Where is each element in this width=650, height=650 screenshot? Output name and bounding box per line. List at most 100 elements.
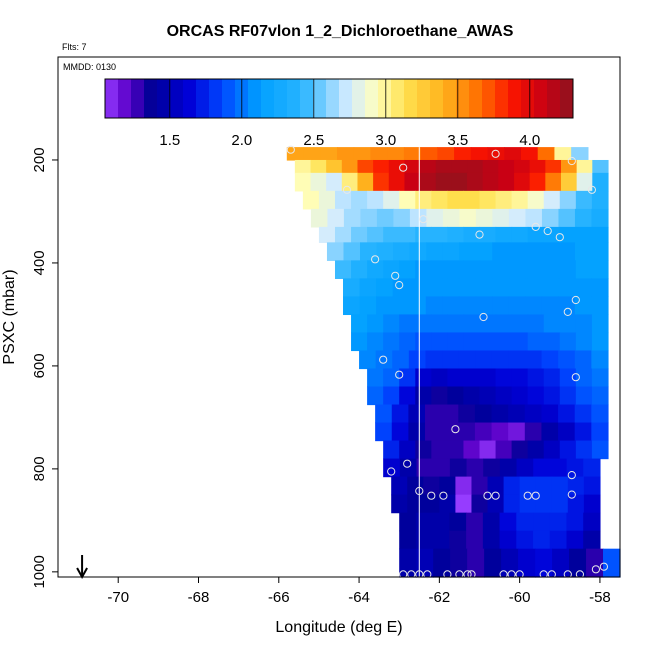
colorbar-segment-35 — [560, 79, 574, 118]
heatmap-cell-10-9 — [495, 314, 513, 334]
heatmap-cell-19-6 — [487, 476, 505, 496]
heatmap-cell-11-11 — [527, 332, 545, 352]
heatmap-cell-17-13 — [591, 440, 609, 460]
heatmap-cell-0-11 — [470, 147, 489, 161]
heatmap-cell-1-15 — [529, 159, 546, 174]
heatmap-cell-20-5 — [471, 494, 489, 514]
sample-point-8 — [531, 222, 540, 231]
heatmap-cell-6-2 — [360, 242, 378, 261]
heatmap-cell-16-13 — [591, 422, 609, 442]
heatmap-cell-11-9 — [495, 332, 513, 352]
y-axis-label: PSXC (mbar) — [1, 269, 18, 364]
heatmap-cell-18-9 — [533, 458, 551, 478]
colorbar-segment-30 — [495, 79, 509, 118]
heatmap-cell-22-6 — [499, 530, 517, 550]
heatmap-cell-6-0 — [326, 242, 345, 261]
heatmap-cell-6-11 — [508, 242, 526, 261]
heatmap-cell-3-16 — [559, 190, 577, 210]
heatmap-cell-1-18 — [576, 159, 593, 174]
y-tick-label: 800 — [31, 456, 48, 481]
heatmap-cell-21-1 — [415, 512, 434, 532]
heatmap-cell-11-3 — [399, 332, 416, 352]
heatmap-cell-12-2 — [392, 350, 410, 370]
colorbar-tick-label: 3.5 — [447, 132, 468, 149]
heatmap-cell-16-10 — [541, 422, 559, 442]
x-tick-label: -58 — [589, 589, 611, 606]
heatmap-cell-19-8 — [519, 476, 537, 496]
heatmap-cell-4-5 — [393, 208, 411, 228]
heatmap-cell-5-6 — [415, 226, 432, 243]
heatmap-cell-13-11 — [543, 368, 561, 388]
sample-point-46 — [575, 570, 585, 579]
heatmap-cell-9-2 — [376, 296, 394, 316]
heatmap-cell-8-15 — [591, 278, 609, 298]
heatmap-cell-11-1 — [367, 332, 384, 352]
heatmap-cell-11-13 — [559, 332, 577, 352]
heatmap-cell-5-4 — [383, 226, 400, 243]
heatmap-cell-18-10 — [549, 458, 568, 478]
heatmap-cell-16-9 — [524, 422, 543, 442]
heatmap-cell-16-11 — [558, 422, 576, 442]
colorbar-segment-21 — [378, 79, 392, 118]
colorbar-tick-label: 2.5 — [303, 132, 324, 149]
heatmap-cell-20-7 — [503, 494, 521, 514]
heatmap-cell-8-9 — [492, 278, 510, 298]
colorbar-frame — [104, 78, 574, 119]
heatmap-cell-7-0 — [334, 260, 352, 279]
heatmap-cell-20-8 — [519, 494, 537, 514]
heatmap-cell-22-7 — [516, 530, 534, 550]
sample-point-32 — [399, 570, 408, 579]
heatmap-cell-0-9 — [437, 147, 455, 161]
heatmap-cell-15-7 — [491, 404, 509, 424]
y-axis: 200 400 600 800 1000 — [31, 147, 58, 589]
heatmap-cell-7-10 — [495, 260, 513, 279]
heatmap-cell-0-6 — [387, 147, 405, 161]
heatmap-cell-1-16 — [545, 159, 562, 174]
sample-point-12 — [391, 271, 400, 280]
colorbar-segment-13 — [274, 79, 288, 118]
sample-point-41 — [507, 570, 516, 579]
colorbar-segment-29 — [482, 79, 496, 118]
heatmap-cell-0-5 — [370, 147, 388, 161]
sample-point-26 — [439, 491, 448, 500]
heatmap-cell-5-2 — [351, 226, 368, 243]
heatmap-cell-18-4 — [449, 458, 468, 478]
heatmap-cell-6-15 — [574, 242, 593, 261]
heatmap-cell-23-4 — [467, 548, 485, 578]
heatmap-cell-13-10 — [527, 368, 545, 388]
heatmap-cell-21-3 — [449, 512, 467, 532]
heatmap-cell-19-9 — [535, 476, 553, 496]
colorbar-segment-2 — [131, 79, 145, 118]
heatmap-cell-20-11 — [567, 494, 585, 514]
heatmap-cell-5-15 — [559, 226, 577, 243]
heatmap-cell-0-12 — [487, 147, 505, 161]
heatmap-cell-23-6 — [501, 548, 519, 578]
colorbar-segment-22 — [391, 79, 405, 118]
heatmap-cell-4-15 — [558, 208, 576, 228]
heatmap-cell-8-0 — [343, 278, 361, 298]
heatmap-cell-20-0 — [391, 494, 408, 514]
heatmap-cell-7-5 — [415, 260, 432, 279]
heatmap-cell-3-18 — [591, 190, 609, 210]
heatmap-cell-0-16 — [554, 147, 572, 161]
heatmap-cell-5-5 — [399, 226, 416, 243]
heatmap-cell-1-3 — [341, 159, 359, 174]
sample-point-36 — [443, 570, 452, 579]
heatmap-cell-16-4 — [441, 422, 459, 442]
heatmap-cell-14-14 — [591, 386, 609, 406]
heatmap-cell-2-11 — [467, 172, 484, 192]
heatmap-cell-8-5 — [425, 278, 443, 298]
sample-point-15 — [563, 307, 572, 316]
sample-point-28 — [491, 491, 500, 500]
colorbar-segment-12 — [261, 79, 275, 118]
heatmap-cell-4-9 — [459, 208, 477, 228]
heatmap-cell-5-1 — [334, 226, 352, 243]
sample-point-17 — [379, 355, 388, 364]
heatmap-cell-21-7 — [516, 512, 534, 532]
heatmap-cell-13-8 — [495, 368, 513, 388]
heatmap-cell-17-1 — [399, 440, 416, 460]
heatmap-cell-15-1 — [391, 404, 409, 424]
heatmap-cell-3-11 — [479, 190, 497, 210]
colorbar-segment-11 — [248, 79, 262, 118]
